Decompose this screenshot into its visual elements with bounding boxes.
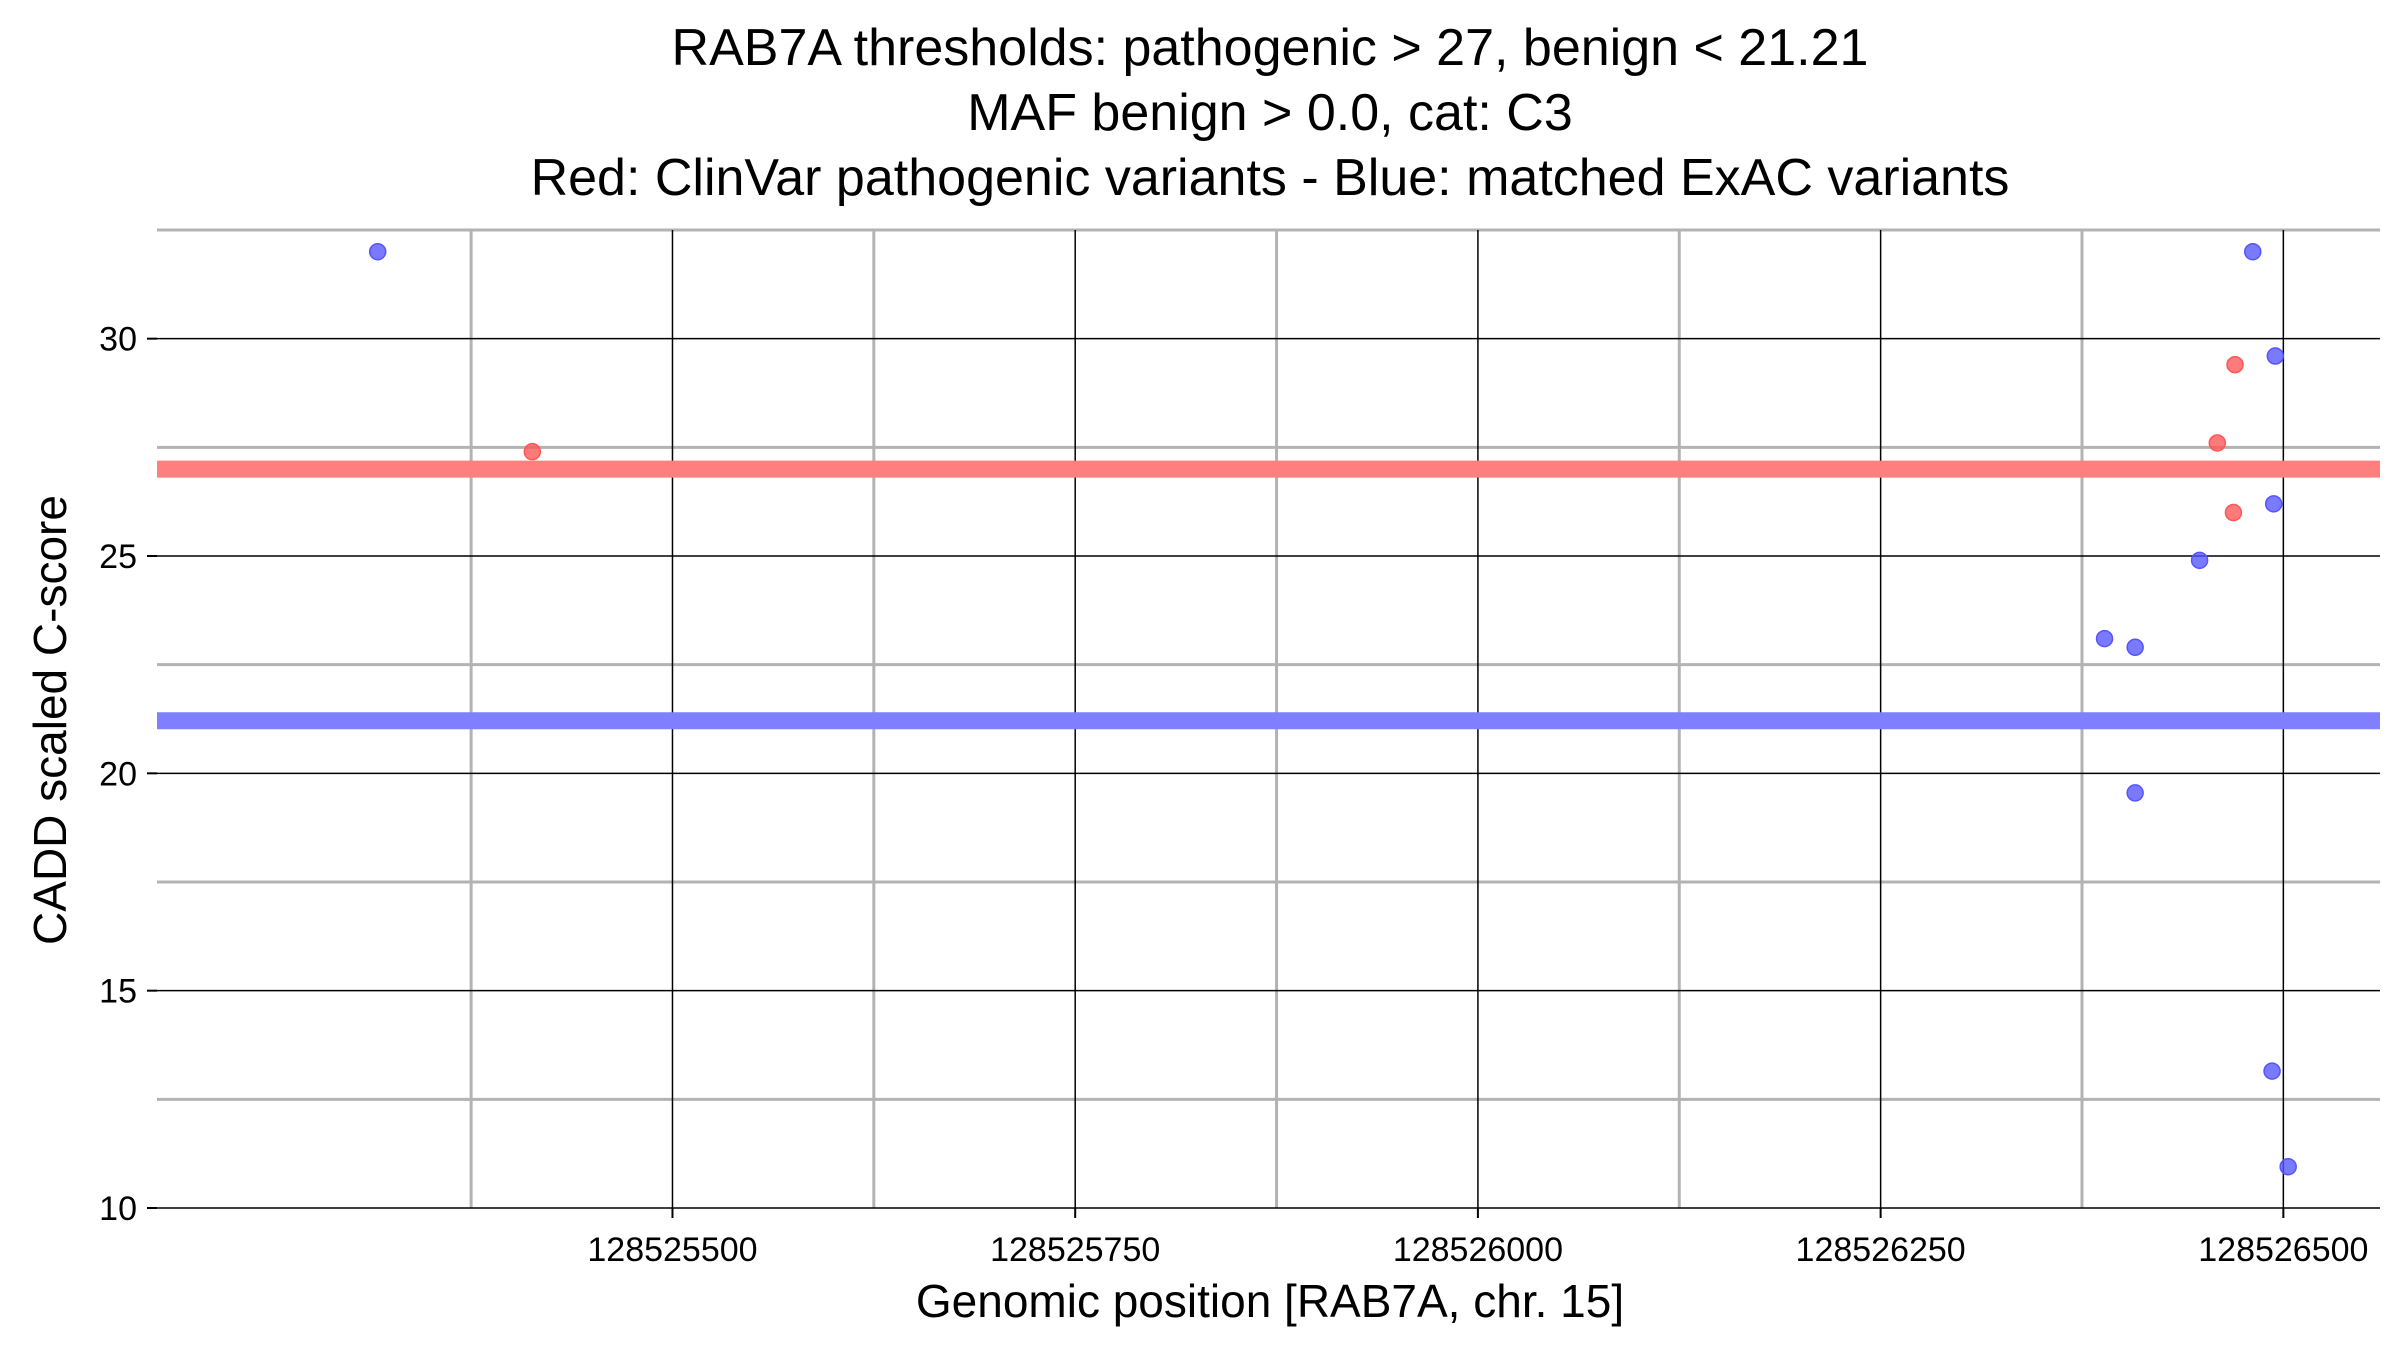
y-axis-title: CADD scaled C-score <box>24 495 76 945</box>
clinvar-point-2 <box>2226 355 2244 374</box>
chart-title: RAB7A thresholds: pathogenic > 27, benig… <box>531 19 2010 207</box>
x-tick-label: 128526000 <box>1393 1231 1563 1269</box>
plot-area: 128525500 128525750 128526000 128526250 1285… <box>99 228 2380 1269</box>
title-line-3: Red: ClinVar pathogenic variants - Blue:… <box>531 149 2010 207</box>
y-tick-label: 15 <box>99 973 137 1011</box>
y-tick-label: 30 <box>99 321 137 359</box>
exac-point-2 <box>2266 347 2285 365</box>
axis-ticks: 128525500 128525750 128526000 128526250 1285… <box>99 321 2368 1269</box>
exac-point-5 <box>2095 629 2114 648</box>
exac-point-6 <box>2126 638 2144 657</box>
x-tick-label: 128525750 <box>990 1231 1160 1269</box>
exac-point-4 <box>2190 551 2209 570</box>
x-tick-label: 128526500 <box>2198 1231 2368 1269</box>
data-points <box>368 242 2297 1176</box>
y-tick-label: 25 <box>99 538 137 576</box>
clinvar-point-3 <box>2224 503 2243 522</box>
exac-point-7 <box>2126 784 2144 802</box>
exac-point-1 <box>2243 242 2262 261</box>
threshold-lines <box>157 460 2380 730</box>
clinvar-point-0 <box>523 442 542 461</box>
exac-point-0 <box>368 242 387 261</box>
exac-point-9 <box>2279 1157 2297 1176</box>
exac-point-3 <box>2264 495 2283 513</box>
title-line-2: MAF benign > 0.0, cat: C3 <box>967 84 1573 142</box>
x-axis-title: Genomic position [RAB7A, chr. 15] <box>916 1275 1624 1327</box>
x-tick-label: 128525500 <box>587 1231 757 1269</box>
title-line-1: RAB7A thresholds: pathogenic > 27, benig… <box>672 19 1869 77</box>
exac-point-8 <box>2263 1062 2281 1080</box>
y-tick-label: 10 <box>99 1190 137 1228</box>
clinvar-point-1 <box>2208 434 2227 452</box>
y-tick-label: 20 <box>99 755 137 793</box>
x-tick-label: 128526250 <box>1796 1231 1966 1269</box>
